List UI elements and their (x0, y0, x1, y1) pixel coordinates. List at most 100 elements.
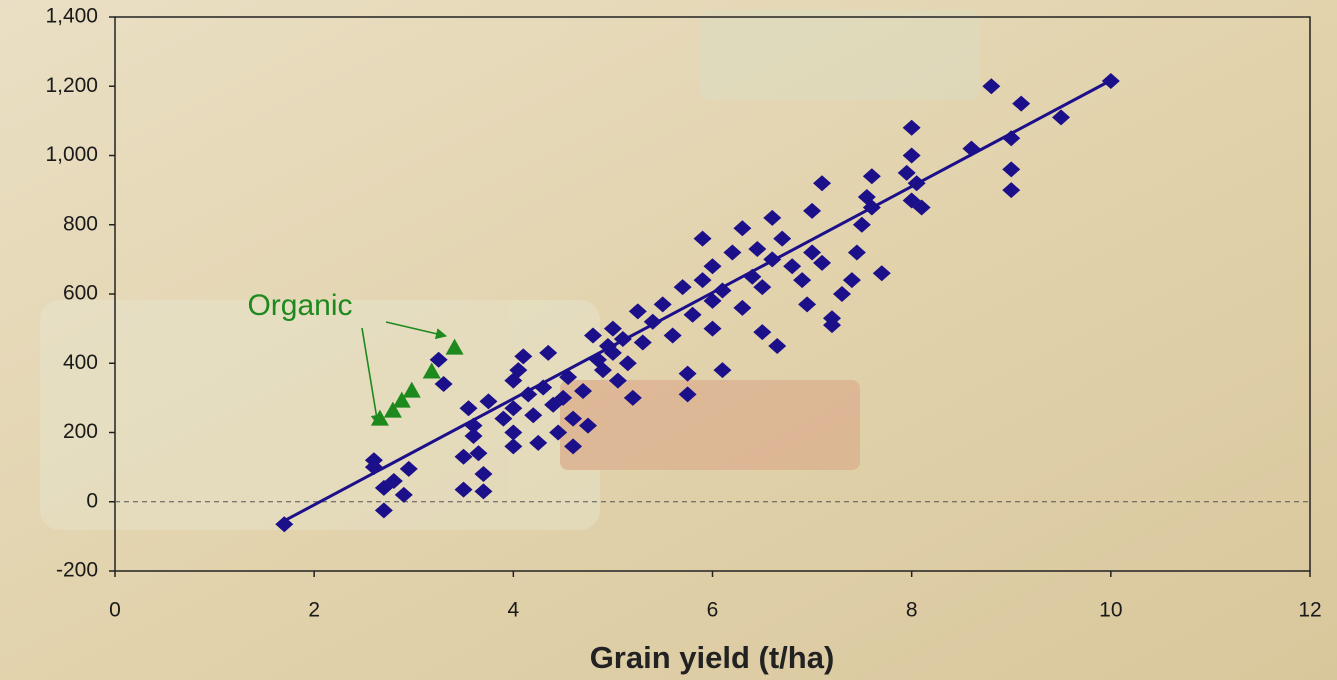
point (673, 279, 692, 296)
point (514, 348, 533, 365)
point (678, 365, 697, 382)
organic-point (445, 338, 464, 355)
point (574, 382, 593, 399)
point (539, 344, 558, 361)
point (733, 299, 752, 316)
point (663, 327, 682, 344)
y-tick-label: 600 (63, 282, 98, 305)
point (633, 334, 652, 351)
point (678, 386, 697, 403)
point (549, 424, 568, 441)
point (584, 327, 602, 344)
point (897, 164, 916, 181)
point (902, 147, 921, 164)
y-tick-label: 1,000 (45, 143, 98, 166)
point (862, 168, 881, 185)
point (524, 407, 543, 424)
y-tick-label: 800 (63, 212, 98, 235)
marks (115, 73, 1310, 533)
point (1002, 161, 1021, 178)
point (519, 386, 538, 403)
point (703, 320, 722, 337)
y-tick-label: 200 (63, 420, 98, 443)
point (748, 240, 767, 257)
point (813, 175, 832, 192)
point (912, 199, 931, 216)
x-tick-label: 4 (507, 599, 519, 622)
y-tick-label: 0 (86, 489, 98, 512)
point (579, 417, 598, 434)
point (872, 265, 891, 282)
point (723, 244, 742, 261)
point (504, 438, 523, 455)
annotation-arrow (385, 321, 448, 340)
point (763, 209, 782, 226)
point (798, 296, 817, 313)
point (693, 272, 712, 289)
point (459, 400, 478, 417)
x-tick-label: 2 (308, 599, 320, 622)
y-tick-label: 400 (63, 351, 98, 374)
y-tick-label: -200 (56, 559, 98, 582)
point (454, 448, 473, 465)
point (693, 230, 712, 247)
point (534, 379, 553, 396)
photo-hint (40, 10, 980, 530)
point (504, 424, 523, 441)
point (384, 472, 403, 489)
point (529, 434, 548, 451)
point (902, 119, 921, 136)
point (713, 362, 732, 379)
point (793, 272, 812, 289)
point (554, 389, 573, 406)
point (454, 481, 473, 498)
x-tick-label: 0 (109, 599, 121, 622)
point (773, 230, 792, 247)
point (593, 362, 612, 379)
point (504, 400, 523, 417)
point (1002, 182, 1021, 199)
y-tick-label: 1,400 (45, 5, 98, 28)
y-tick-label: 1,200 (45, 74, 98, 97)
point (753, 324, 772, 341)
point (982, 78, 1001, 95)
point (803, 244, 822, 261)
x-axis-label: Grain yield (t/ha) (590, 640, 835, 675)
point (842, 272, 861, 289)
organic-point (383, 401, 402, 418)
point (1012, 95, 1031, 112)
annotation: Organic (247, 289, 352, 322)
point (813, 254, 832, 271)
point (374, 502, 393, 519)
point (623, 389, 642, 406)
x-tick-label: 8 (906, 599, 918, 622)
point (847, 244, 866, 261)
point (852, 216, 871, 233)
point (494, 410, 513, 427)
point (464, 427, 483, 444)
point (364, 452, 383, 469)
point (564, 438, 583, 455)
organic-point (422, 362, 441, 379)
point (394, 486, 413, 503)
point (753, 279, 772, 296)
point (803, 202, 822, 219)
organic-point (392, 391, 411, 408)
point (768, 337, 787, 354)
point (479, 393, 498, 410)
point (823, 317, 841, 334)
point (469, 445, 488, 462)
point (703, 258, 722, 275)
annotation-arrow (361, 327, 382, 427)
point (783, 258, 802, 275)
point (1052, 109, 1071, 126)
point (564, 410, 583, 427)
point (733, 220, 752, 237)
point (474, 483, 493, 500)
point (683, 306, 702, 323)
organic-point (402, 381, 421, 398)
point (608, 372, 627, 389)
